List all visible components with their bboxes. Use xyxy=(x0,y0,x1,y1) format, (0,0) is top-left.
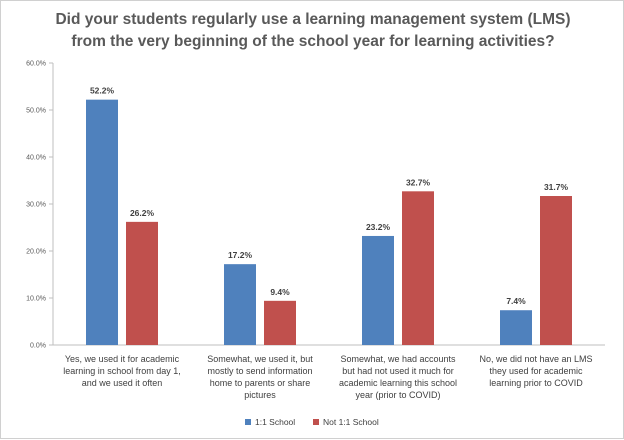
bar-one-to-one xyxy=(224,264,256,345)
bar-one-to-one xyxy=(362,235,394,345)
bar-not-one-to-one xyxy=(264,300,296,345)
y-tick-label: 40.0% xyxy=(26,155,46,162)
chart-title: Did your students regularly use a learni… xyxy=(55,11,570,50)
data-label: 23.2% xyxy=(366,222,391,232)
y-tick-label: 0.0% xyxy=(30,343,46,350)
category-label: year (prior to COVID) xyxy=(355,390,440,400)
category-label: learning prior to COVID xyxy=(489,378,583,388)
legend: 1:1 School Not 1:1 School xyxy=(245,417,379,427)
data-label: 32.7% xyxy=(406,177,431,187)
bars: 52.2% 17.2% 23.2% 7.4% 26.2% 9.4% 32.7% 31.7% xyxy=(86,86,572,345)
legend-label: Not 1:1 School xyxy=(323,417,379,427)
data-label: 9.4% xyxy=(270,287,290,297)
category-label: Somewhat, we had accounts xyxy=(340,354,456,364)
data-label: 52.2% xyxy=(90,86,115,96)
legend-swatch xyxy=(245,419,251,425)
data-label: 17.2% xyxy=(228,250,253,260)
data-label: 7.4% xyxy=(506,296,526,306)
category-label: and we used it often xyxy=(82,378,163,388)
y-tick-label: 10.0% xyxy=(26,296,46,303)
legend-label: 1:1 School xyxy=(255,417,295,427)
y-tick-label: 50.0% xyxy=(26,108,46,115)
bar-one-to-one xyxy=(86,99,118,345)
category-label: learning in school from day 1, xyxy=(63,366,181,376)
category-labels: Yes, we used it for academic learning in … xyxy=(63,354,592,400)
category-label: Yes, we used it for academic xyxy=(65,354,180,364)
y-tick-label: 60.0% xyxy=(26,61,46,68)
chart-title-line: Did your students regularly use a learni… xyxy=(55,11,570,28)
bar-one-to-one xyxy=(500,310,532,345)
category-label: pictures xyxy=(244,390,276,400)
category-label: Somewhat, we used it, but xyxy=(207,354,313,364)
category-label: mostly to send information xyxy=(207,366,312,376)
bar-not-one-to-one xyxy=(126,221,158,345)
legend-swatch xyxy=(313,419,319,425)
data-label: 31.7% xyxy=(544,182,569,192)
bar-not-one-to-one xyxy=(540,196,572,345)
category-label: but had not used it much for xyxy=(342,366,454,376)
category-label: academic learning this school xyxy=(339,378,457,388)
category-label: No, we did not have an LMS xyxy=(479,354,592,364)
y-tick-label: 20.0% xyxy=(26,249,46,256)
y-tick-label: 30.0% xyxy=(26,202,46,209)
chart-title-line: from the very beginning of the school ye… xyxy=(71,33,554,50)
category-label: home to parents or share xyxy=(210,378,311,388)
bar-not-one-to-one xyxy=(402,191,434,345)
category-label: they used for academic xyxy=(489,366,583,376)
data-label: 26.2% xyxy=(130,208,155,218)
